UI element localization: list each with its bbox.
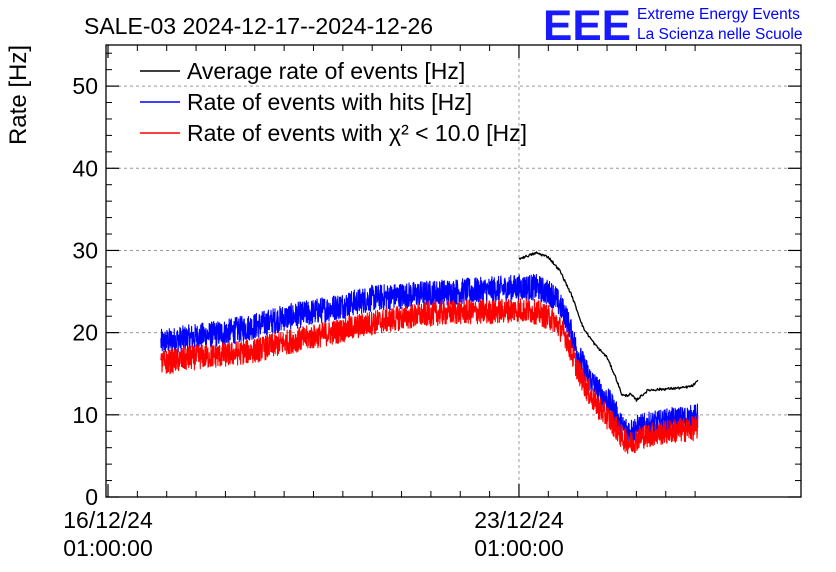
y-tick-label: 10 xyxy=(72,402,98,428)
x-tick-label-time: 01:00:00 xyxy=(474,535,564,561)
x-tick-label-time: 01:00:00 xyxy=(63,535,153,561)
y-tick-label: 30 xyxy=(72,237,98,263)
legend-label: Average rate of events [Hz] xyxy=(187,58,465,84)
y-axis-label: Rate [Hz] xyxy=(5,45,32,145)
tick-labels: 0102030405016/12/2401:00:0023/12/2401:00… xyxy=(63,73,564,561)
y-tick-label: 0 xyxy=(85,484,98,510)
eee-logo: EEE Extreme Energy Events La Scienza nel… xyxy=(543,2,802,50)
logo-mark: EEE xyxy=(543,2,631,50)
axis-ticks xyxy=(106,45,801,498)
series-line xyxy=(160,273,699,444)
x-tick-label-date: 23/12/24 xyxy=(474,507,564,533)
series-line xyxy=(160,298,699,454)
y-tick-label: 50 xyxy=(72,73,98,99)
legend: Average rate of events [Hz] Rate of event… xyxy=(140,58,527,146)
chart-title: SALE-03 2024-12-17--2024-12-26 xyxy=(84,13,433,39)
logo-line-2: La Scienza nelle Scuole xyxy=(637,26,802,43)
x-tick-label-date: 16/12/24 xyxy=(63,507,153,533)
legend-label: Rate of events with hits [Hz] xyxy=(187,89,472,115)
y-tick-label: 40 xyxy=(72,155,98,181)
series-line xyxy=(518,251,699,402)
logo-line-1: Extreme Energy Events xyxy=(637,6,800,23)
y-tick-label: 20 xyxy=(72,320,98,346)
plot-frame xyxy=(105,44,802,498)
series-layer xyxy=(160,251,699,454)
legend-label: Rate of events with χ² < 10.0 [Hz] xyxy=(187,120,527,146)
